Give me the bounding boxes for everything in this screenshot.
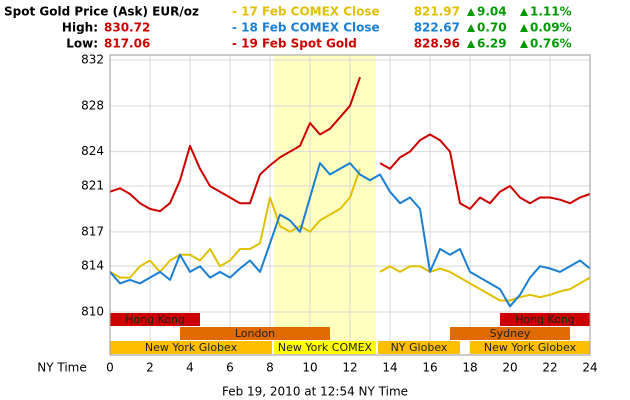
x-tick-label: 2 — [146, 361, 154, 375]
up-arrow — [467, 40, 475, 48]
series-line — [109, 168, 591, 302]
x-tick-label: 8 — [266, 361, 274, 375]
legend-close: 828.96 — [414, 37, 460, 51]
x-tick-label: 20 — [502, 361, 517, 375]
y-tick-label: 832 — [81, 53, 104, 67]
x-tick-label: 16 — [422, 361, 437, 375]
legend-name: - 18 Feb COMEX Close — [232, 21, 380, 35]
session-label: New York Globex — [484, 341, 577, 354]
session-label: New York Globex — [145, 341, 238, 354]
y-tick-label: 821 — [81, 179, 104, 193]
x-tick-label: 10 — [302, 361, 317, 375]
session-bar — [110, 313, 200, 326]
legend-change: 0.76% — [530, 37, 572, 51]
session-bar — [180, 327, 330, 340]
legend-name: - 19 Feb Spot Gold — [232, 37, 357, 51]
session-label: Hong Kong — [515, 313, 575, 326]
y-tick-label: 814 — [81, 259, 104, 273]
legend-name: - 17 Feb COMEX Close — [232, 5, 380, 19]
high-label: High: — [62, 21, 98, 35]
chart-title: Spot Gold Price (Ask) EUR/oz — [4, 5, 199, 19]
legend-change: 6.29 — [477, 37, 507, 51]
session-label: NY Globex — [391, 341, 448, 354]
series-line — [109, 162, 591, 308]
up-arrow — [520, 40, 528, 48]
x-tick-label: 6 — [226, 361, 234, 375]
legend-close: 822.67 — [414, 21, 460, 35]
session-label: New York COMEX — [278, 341, 373, 354]
low-value: 817.06 — [104, 37, 150, 51]
up-arrow — [467, 8, 475, 16]
session-label: Sydney — [490, 327, 531, 340]
plot-border — [109, 54, 591, 356]
legend-change: 0.09% — [530, 21, 572, 35]
legend-close: 821.97 — [414, 5, 460, 19]
series-line — [109, 76, 591, 213]
low-label: Low: — [66, 37, 98, 51]
legend-change: 9.04 — [477, 5, 507, 19]
y-tick-label: 828 — [81, 98, 104, 112]
y-tick-label: 817 — [81, 224, 104, 238]
up-arrow — [467, 24, 475, 32]
session-bar — [470, 341, 590, 354]
x-tick-label: 18 — [462, 361, 477, 375]
session-bar — [378, 341, 460, 354]
highlight-band — [274, 55, 376, 355]
x-tick-label: 0 — [106, 361, 114, 375]
y-tick-label: 824 — [81, 144, 104, 158]
legend-change: 0.70 — [477, 21, 507, 35]
high-value: 830.72 — [104, 21, 150, 35]
footer: Feb 19, 2010 at 12:54 NY Time — [222, 385, 408, 399]
x-tick-label: 12 — [342, 361, 357, 375]
y-tick-label: 810 — [81, 305, 104, 319]
up-arrow — [520, 24, 528, 32]
x-tick-label: 14 — [382, 361, 397, 375]
legend-change: 1.11% — [530, 5, 572, 19]
x-tick-label: 4 — [186, 361, 194, 375]
x-axis-label: NY Time — [37, 361, 87, 375]
session-bar — [500, 313, 590, 326]
x-tick-label: 24 — [582, 361, 597, 375]
session-bar — [110, 341, 272, 354]
session-bar — [450, 327, 570, 340]
up-arrow — [520, 8, 528, 16]
session-bar — [274, 341, 376, 354]
session-label: London — [235, 327, 275, 340]
session-label: Hong Kong — [125, 313, 185, 326]
x-tick-label: 22 — [542, 361, 557, 375]
